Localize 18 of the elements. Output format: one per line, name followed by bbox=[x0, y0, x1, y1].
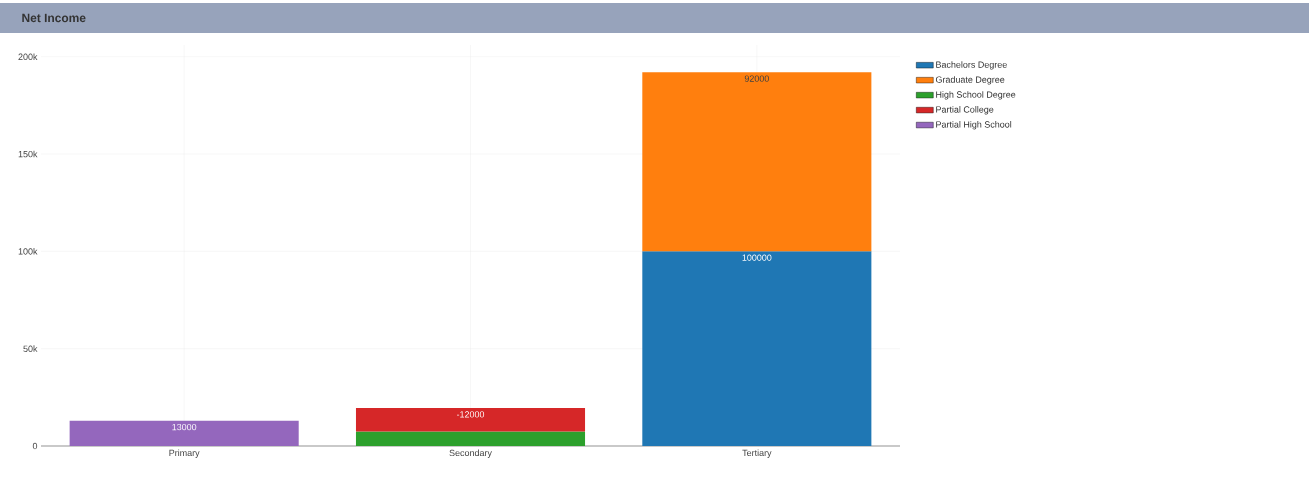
legend-label: Bachelors Degree bbox=[936, 61, 1007, 70]
data-label: 13000 bbox=[172, 423, 197, 431]
legend-label: Partial College bbox=[936, 106, 994, 115]
legend-label: High School Degree bbox=[936, 91, 1016, 100]
legend-label: Graduate Degree bbox=[935, 76, 1005, 85]
data-label: -12000 bbox=[456, 411, 485, 418]
legend-label: Partial High School bbox=[936, 121, 1012, 130]
x-tick-label: Secondary bbox=[449, 449, 492, 458]
x-tick-label: Primary bbox=[169, 449, 200, 458]
x-tick-label: Tertiary bbox=[742, 449, 772, 458]
y-tick-label: 0 bbox=[32, 442, 38, 450]
y-tick-label: 200k bbox=[18, 53, 38, 60]
data-label: 100000 bbox=[742, 254, 772, 261]
y-tick-label: 100k bbox=[18, 248, 38, 255]
data-label: 92000 bbox=[744, 75, 769, 82]
y-tick-label: 150k bbox=[18, 150, 38, 158]
chart-title: Net Income bbox=[22, 13, 86, 23]
y-tick-label: 50k bbox=[23, 345, 38, 352]
